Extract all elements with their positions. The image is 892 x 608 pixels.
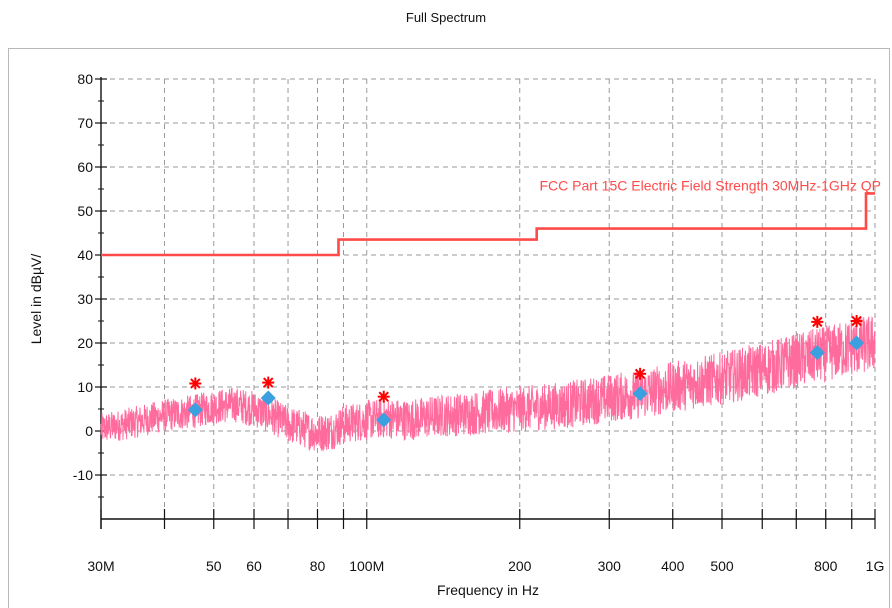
peak-marker	[262, 376, 275, 389]
chart-panel: -10 0 10 20 30 40 50 60 70 80 30M 50 60 80 100M 200 300 4…	[8, 48, 890, 608]
peak-marker	[377, 390, 390, 403]
peak-marker-stroke	[812, 316, 823, 328]
quasi-peak-marker	[376, 412, 392, 428]
x-axis-label: Frequency in Hz	[437, 582, 539, 598]
limit-line-label: FCC Part 15C Electric Field Strength 30M…	[539, 178, 881, 194]
y-tick-label: 40	[77, 247, 93, 263]
y-tick-label: -10	[73, 467, 93, 483]
limit-line-group	[101, 192, 875, 257]
y-tick-label: 60	[77, 159, 93, 175]
y-tick-label: 30	[77, 291, 93, 307]
peak-marker	[850, 315, 863, 327]
chart-title: Full Spectrum	[405, 10, 487, 25]
x-tick-label: 60	[246, 558, 262, 574]
spectrum-chart: -10 0 10 20 30 40 50 60 70 80 30M 50 60 80 100M 200 300 4…	[28, 71, 885, 598]
peak-marker-stroke	[634, 368, 646, 380]
x-tick-label: 500	[710, 558, 734, 574]
grid	[100, 78, 876, 519]
x-tick-label: 30M	[87, 558, 114, 574]
x-tick-label: 800	[814, 558, 838, 574]
x-tick-label: 300	[598, 558, 622, 574]
peak-marker-stroke	[190, 378, 201, 389]
x-tick-label: 1G	[866, 558, 885, 574]
x-tick-label: 400	[661, 558, 685, 574]
peak-marker-stroke	[851, 315, 862, 327]
y-tick-label: 0	[85, 423, 93, 439]
quasi-peak-marker	[632, 386, 648, 402]
y-tick-label: 10	[77, 379, 93, 395]
x-tick-label: 200	[508, 558, 532, 574]
tick-labels: -10 0 10 20 30 40 50 60 70 80 30M 50 60 80 100M 200 300 4…	[73, 71, 885, 574]
x-tick-label: 80	[310, 558, 326, 574]
quasi-peak-marker	[809, 345, 825, 361]
peak-marker	[634, 367, 647, 380]
markers	[187, 315, 865, 428]
y-tick-label: 70	[77, 115, 93, 131]
quasi-peak-marker	[260, 390, 276, 406]
peak-marker	[189, 377, 202, 390]
y-tick-label: 20	[77, 335, 93, 351]
quasi-peak-marker	[187, 402, 203, 418]
spectrum-trace	[100, 316, 876, 452]
limit-line	[101, 192, 875, 257]
y-tick-label: 80	[77, 71, 93, 87]
x-tick-label: 100M	[349, 558, 384, 574]
y-tick-label: 50	[77, 203, 93, 219]
x-tick-label: 50	[206, 558, 222, 574]
spectrum-trace-group	[100, 316, 876, 452]
y-axis-label: Level in dBµV/	[28, 254, 44, 345]
quasi-peak-marker	[849, 335, 865, 351]
peak-marker	[811, 315, 824, 328]
peak-marker-stroke	[378, 391, 389, 402]
axes	[100, 77, 875, 529]
peak-marker-stroke	[263, 377, 274, 388]
ticks	[95, 78, 876, 529]
